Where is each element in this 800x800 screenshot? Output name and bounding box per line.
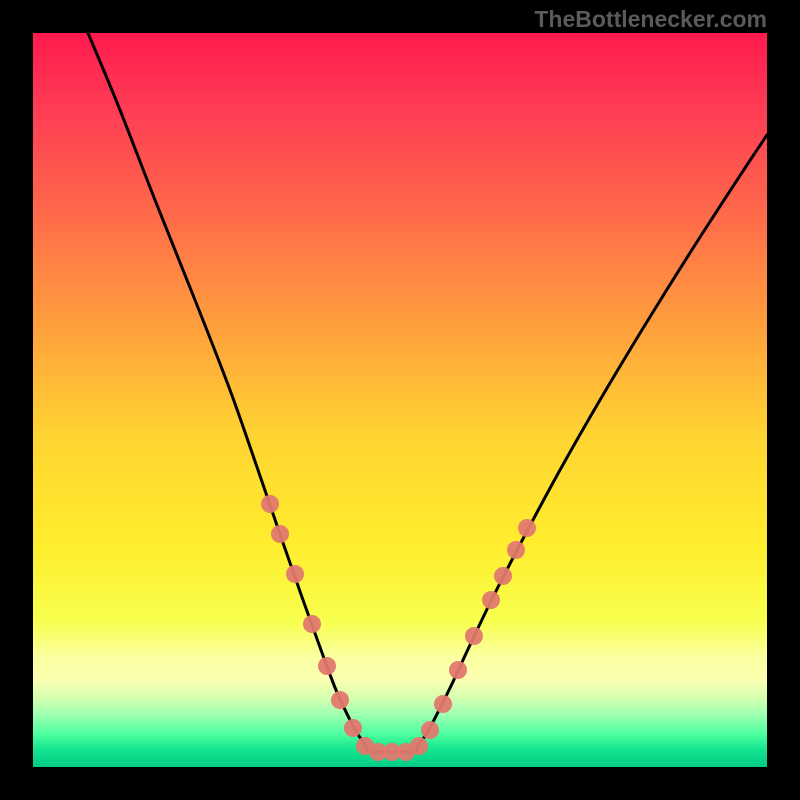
data-marker — [507, 541, 525, 559]
data-marker — [286, 565, 304, 583]
data-marker — [410, 737, 428, 755]
data-marker — [303, 615, 321, 633]
bottleneck-curve — [88, 33, 767, 752]
data-marker — [518, 519, 536, 537]
watermark-text: TheBottlenecker.com — [534, 6, 767, 33]
data-marker — [482, 591, 500, 609]
data-marker — [494, 567, 512, 585]
data-marker — [318, 657, 336, 675]
data-marker — [434, 695, 452, 713]
data-marker — [421, 721, 439, 739]
data-marker — [261, 495, 279, 513]
chart-overlay — [0, 0, 800, 800]
data-marker — [465, 627, 483, 645]
data-marker — [344, 719, 362, 737]
data-marker — [449, 661, 467, 679]
chart-root: TheBottlenecker.com — [0, 0, 800, 800]
data-marker — [331, 691, 349, 709]
data-marker — [271, 525, 289, 543]
